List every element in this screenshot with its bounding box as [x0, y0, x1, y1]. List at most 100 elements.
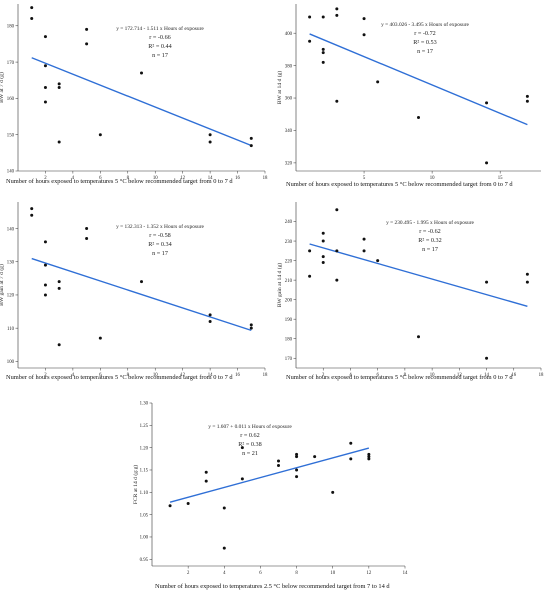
regression-line — [31, 57, 252, 147]
data-point — [525, 94, 529, 98]
x-tick-label: 2 — [44, 373, 47, 378]
y-tick-label: 180 — [7, 24, 15, 29]
data-point — [335, 278, 339, 282]
data-point — [335, 7, 339, 11]
data-point — [321, 15, 325, 19]
data-point — [485, 101, 489, 105]
data-point — [321, 47, 325, 51]
stat-2: R² = 0.34 — [148, 241, 171, 248]
y-tick-label: 120 — [7, 294, 15, 299]
y-tick-label: 220 — [285, 259, 293, 264]
data-point — [321, 51, 325, 55]
x-tick-label: 6 — [259, 571, 262, 576]
data-point — [208, 320, 212, 324]
x-tick-label: 14 — [208, 373, 213, 378]
y-tick-label: 1.10 — [140, 491, 149, 496]
data-point — [208, 133, 212, 137]
stat-1: r = -0.72 — [414, 30, 436, 37]
stat-2: R² = 0.44 — [148, 43, 171, 50]
panel-2: 5 10 15 320 340 360 380 400 BW at 14 d (g) y = 40… — [276, 4, 541, 181]
data-point — [43, 240, 47, 244]
data-point — [168, 504, 172, 508]
y-tick-label: 1.25 — [140, 424, 149, 429]
y-tick-label: 180 — [285, 337, 293, 342]
y-tick-label: 210 — [285, 279, 293, 284]
data-point — [485, 280, 489, 284]
data-point — [140, 280, 143, 284]
data-point — [321, 261, 325, 265]
data-point — [30, 207, 34, 211]
x-tick-label: 4 — [223, 571, 226, 576]
y-tick-label: 100 — [7, 360, 15, 365]
data-point — [349, 441, 353, 445]
data-point — [43, 100, 47, 104]
data-point — [367, 457, 371, 461]
data-point — [85, 237, 89, 241]
data-point — [376, 259, 380, 263]
x-tick-label: 18 — [263, 176, 268, 181]
data-point — [57, 280, 61, 284]
stat-3: n = 17 — [152, 52, 168, 59]
data-point — [30, 17, 34, 21]
y-axis-label: FCR at 14 d (g:g) — [132, 465, 139, 505]
y-tick-label: 230 — [285, 240, 293, 245]
data-point — [295, 452, 299, 456]
stat-1: r = -0.62 — [419, 228, 441, 235]
y-tick-label: 1.05 — [140, 513, 149, 518]
x-tick-label: 16 — [511, 373, 516, 378]
data-point — [331, 490, 335, 494]
regression-line — [169, 447, 370, 503]
data-point — [376, 80, 380, 84]
panel-4: 2 4 6 8 10 12 14 16 18 170 180 190 200 210 220 230 240 BW… — [276, 202, 544, 378]
data-point — [308, 15, 312, 19]
data-point — [308, 39, 312, 43]
regression-equation: y = 132.313 - 1.352 x Hours of exposure — [116, 223, 204, 230]
x-tick-label: 16 — [235, 176, 240, 181]
y-tick-label: 140 — [7, 227, 15, 232]
data-point — [295, 475, 299, 479]
y-tick-label: 340 — [285, 129, 293, 134]
data-point — [308, 274, 312, 278]
x-axis-label: Number of hours exposed to temperatures … — [6, 374, 233, 381]
x-tick-label: 2 — [44, 176, 47, 181]
data-point — [98, 133, 102, 137]
data-point — [57, 343, 61, 347]
x-tick-label: 8 — [404, 373, 407, 378]
x-tick-label: 4 — [349, 373, 352, 378]
data-point — [417, 335, 420, 339]
x-tick-label: 12 — [180, 176, 185, 181]
data-point — [525, 280, 529, 284]
panel-3: 2 4 6 8 10 12 14 16 18 100 110 120 130 140 BW gain at … — [0, 202, 268, 378]
y-tick-label: 170 — [7, 61, 15, 66]
data-point — [140, 71, 143, 75]
y-tick-label: 160 — [7, 97, 15, 102]
data-point — [335, 249, 339, 253]
data-point — [43, 64, 47, 68]
y-tick-label: 140 — [7, 170, 15, 175]
x-tick-label: 10 — [153, 176, 158, 181]
y-axis-label: BW at 7 d (g) — [0, 72, 5, 103]
x-tick-label: 6 — [99, 176, 102, 181]
x-tick-label: 18 — [263, 373, 268, 378]
stat-3: n = 21 — [242, 450, 258, 457]
stat-2: R² = 0.53 — [413, 39, 436, 46]
x-tick-label: 18 — [539, 373, 544, 378]
data-point — [321, 239, 325, 243]
data-point — [57, 82, 61, 86]
data-point — [349, 457, 353, 461]
data-point — [321, 231, 325, 235]
data-point — [485, 161, 489, 165]
stat-2: R² = 0.32 — [418, 237, 441, 244]
data-point — [85, 42, 89, 46]
data-point — [321, 60, 325, 64]
y-tick-label: 240 — [285, 220, 293, 225]
data-point — [208, 140, 212, 144]
stat-2: R² = 0.38 — [238, 441, 261, 448]
y-tick-label: 1.20 — [140, 446, 149, 451]
y-tick-label: 380 — [285, 64, 293, 69]
regression-line — [309, 33, 528, 126]
x-axis-label: Number of hours exposed to temperatures … — [155, 583, 390, 590]
data-point — [85, 27, 89, 31]
data-point — [249, 326, 253, 330]
x-tick-label: 10 — [330, 571, 335, 576]
